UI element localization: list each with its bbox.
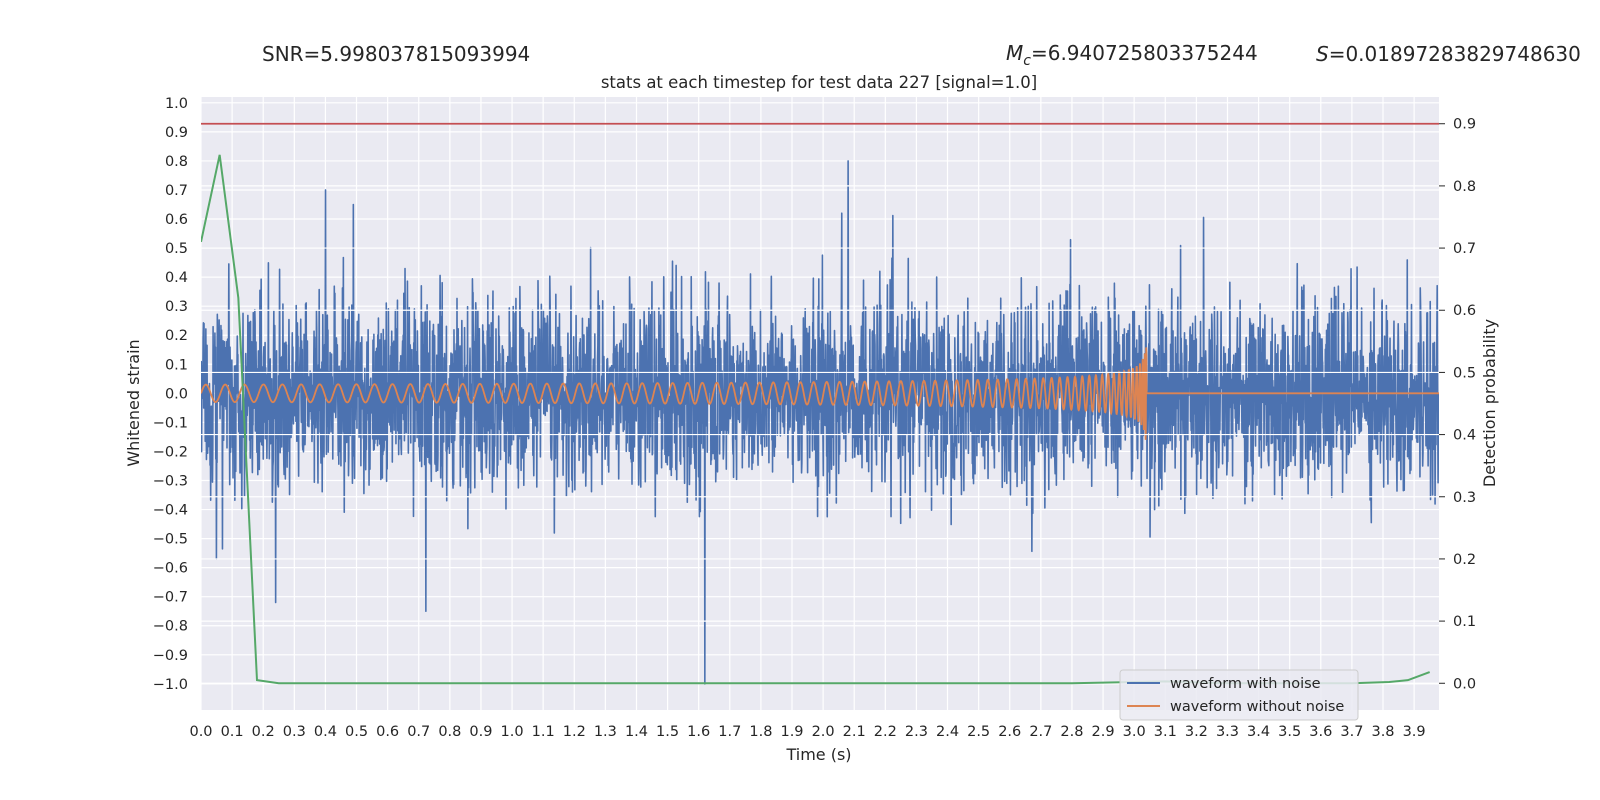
x-tick-label: 0.4 bbox=[314, 724, 337, 740]
x-tick-label: 2.1 bbox=[843, 724, 866, 740]
x-tick-label: 0.2 bbox=[252, 724, 275, 740]
y-tick-label: −0.5 bbox=[153, 532, 188, 548]
legend-label-clean: waveform without noise bbox=[1170, 699, 1344, 715]
x-tick-label: 3.0 bbox=[1123, 724, 1146, 740]
x-tick-label: 2.3 bbox=[905, 724, 928, 740]
chirp-mass-subscript: c bbox=[1023, 53, 1031, 69]
x-tick-label: 2.0 bbox=[812, 724, 835, 740]
y-tick-label: 0.9 bbox=[165, 125, 188, 141]
y2-tick-label: 0.6 bbox=[1453, 303, 1476, 319]
x-tick-label: 3.9 bbox=[1403, 724, 1426, 740]
y-tick-label: 0.5 bbox=[165, 241, 188, 257]
y-tick-label: −0.4 bbox=[153, 503, 188, 519]
y-tick-label: 0.0 bbox=[165, 386, 188, 402]
x-tick-label: 2.2 bbox=[874, 724, 897, 740]
y-tick-label: 0.7 bbox=[165, 183, 188, 199]
x-tick-label: 1.7 bbox=[718, 724, 741, 740]
y2-tick-label: 0.4 bbox=[1453, 428, 1476, 444]
y-axis-label: Whitened strain bbox=[124, 339, 143, 466]
x-tick-label: 1.6 bbox=[687, 724, 710, 740]
chirp-mass-symbol: M bbox=[1006, 41, 1023, 65]
spin-value: =0.01897283829748630 bbox=[1329, 42, 1581, 66]
x-tick-label: 2.9 bbox=[1092, 724, 1115, 740]
y-tick-label: −0.3 bbox=[153, 473, 188, 489]
y-tick-label: −0.7 bbox=[153, 590, 188, 606]
spin-symbol: S bbox=[1316, 42, 1329, 66]
x-tick-label: 0.9 bbox=[469, 724, 492, 740]
y-tick-label: 0.2 bbox=[165, 328, 188, 344]
x-tick-label: 0.7 bbox=[407, 724, 430, 740]
y-tick-label: 1.0 bbox=[165, 96, 188, 112]
legend-label-noisy: waveform with noise bbox=[1170, 676, 1321, 692]
x-tick-label: 1.2 bbox=[563, 724, 586, 740]
x-tick-label: 0.5 bbox=[345, 724, 368, 740]
clean-line bbox=[201, 347, 1439, 440]
x-tick-label: 2.8 bbox=[1060, 724, 1083, 740]
y2-axis-ticks: 0.9 0.8 0.7 0.6 0.5 0.4 0.3 0.2 0.1 0.0 bbox=[1439, 117, 1476, 692]
x-axis-ticks: 0.0 0.1 0.2 0.3 0.4 0.5 0.6 0.7 0.8 0.9 1.0 1.1 1.2 1… bbox=[189, 724, 1425, 740]
x-tick-label: 0.8 bbox=[438, 724, 461, 740]
y2-axis-label: Detection probability bbox=[1480, 319, 1499, 487]
chirp-mass-value: =6.940725803375244 bbox=[1031, 41, 1258, 65]
series-waveform-without-noise bbox=[201, 347, 1439, 440]
chart-title: stats at each timestep for test data 227… bbox=[601, 73, 1037, 92]
y-tick-label: −1.0 bbox=[153, 677, 188, 693]
x-tick-label: 3.4 bbox=[1247, 724, 1270, 740]
y-axis-ticks: 1.0 0.9 0.8 0.7 0.6 0.5 0.4 0.3 0.2 0.1 0.0 −0.1 −0.… bbox=[153, 96, 188, 693]
x-tick-label: 2.5 bbox=[967, 724, 990, 740]
x-tick-label: 2.7 bbox=[1029, 724, 1052, 740]
x-tick-label: 3.6 bbox=[1309, 724, 1332, 740]
y2-tick-label: 0.3 bbox=[1453, 490, 1476, 506]
legend: waveform with noise waveform without noi… bbox=[1119, 669, 1359, 721]
x-tick-label: 1.9 bbox=[780, 724, 803, 740]
y2-tick-label: 0.5 bbox=[1453, 365, 1476, 381]
x-tick-label: 1.1 bbox=[532, 724, 555, 740]
spin-label: S=0.01897283829748630 bbox=[1316, 42, 1581, 66]
x-tick-label: 0.6 bbox=[376, 724, 399, 740]
x-tick-label: 2.4 bbox=[936, 724, 959, 740]
x-tick-label: 1.5 bbox=[656, 724, 679, 740]
y-tick-label: 0.6 bbox=[165, 212, 188, 228]
x-tick-label: 3.3 bbox=[1216, 724, 1239, 740]
y2-tick-label: 0.0 bbox=[1453, 676, 1476, 692]
x-tick-label: 3.1 bbox=[1154, 724, 1177, 740]
x-tick-label: 1.0 bbox=[501, 724, 524, 740]
y-tick-label: 0.4 bbox=[165, 270, 188, 286]
y-tick-label: −0.6 bbox=[153, 561, 188, 577]
x-tick-label: 1.4 bbox=[625, 724, 648, 740]
y-tick-label: 0.3 bbox=[165, 299, 188, 315]
x-axis-label: Time (s) bbox=[785, 745, 851, 764]
x-tick-label: 0.1 bbox=[221, 724, 244, 740]
x-tick-label: 0.3 bbox=[283, 724, 306, 740]
legend-box bbox=[1119, 669, 1359, 721]
x-tick-label: 3.7 bbox=[1340, 724, 1363, 740]
y-tick-label: −0.8 bbox=[153, 619, 188, 635]
x-tick-label: 3.5 bbox=[1278, 724, 1301, 740]
secondary-grid bbox=[201, 123, 1439, 684]
y-tick-label: −0.1 bbox=[153, 415, 188, 431]
x-tick-label: 1.8 bbox=[749, 724, 772, 740]
chirp-mass-label: Mc=6.940725803375244 bbox=[1006, 41, 1258, 69]
y-tick-label: 0.1 bbox=[165, 357, 188, 373]
x-tick-label: 2.6 bbox=[998, 724, 1021, 740]
x-tick-label: 0.0 bbox=[189, 724, 212, 740]
y2-tick-label: 0.8 bbox=[1453, 179, 1476, 195]
y-tick-label: 0.8 bbox=[165, 154, 188, 170]
x-tick-label: 3.2 bbox=[1185, 724, 1208, 740]
y2-tick-label: 0.7 bbox=[1453, 241, 1476, 257]
x-tick-label: 1.3 bbox=[594, 724, 617, 740]
y-tick-label: −0.9 bbox=[153, 648, 188, 664]
y2-tick-label: 0.2 bbox=[1453, 552, 1476, 568]
y-tick-label: −0.2 bbox=[153, 444, 188, 460]
y2-tick-label: 0.9 bbox=[1453, 117, 1476, 133]
y2-tick-label: 0.1 bbox=[1453, 614, 1476, 630]
x-tick-label: 3.8 bbox=[1371, 724, 1394, 740]
snr-label: SNR=5.998037815093994 bbox=[262, 42, 530, 66]
